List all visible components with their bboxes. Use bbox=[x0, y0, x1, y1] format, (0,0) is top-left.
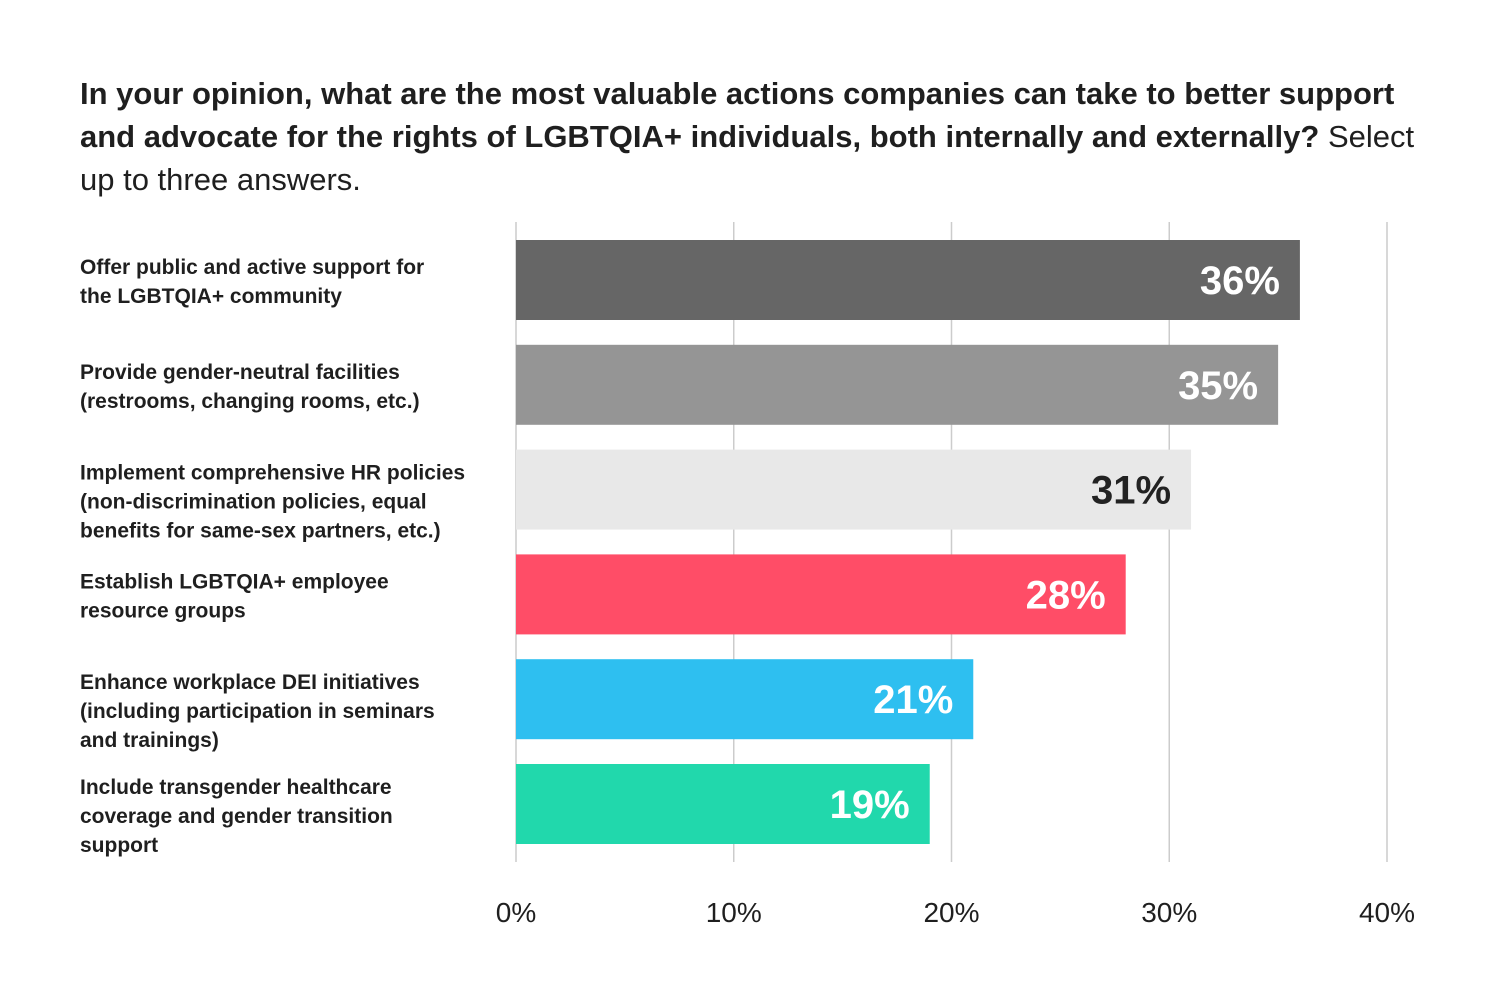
category-label: Offer public and active support for the L… bbox=[80, 256, 424, 308]
category-label-line: Include transgender healthcare bbox=[80, 776, 392, 799]
value-label: 35% bbox=[1178, 364, 1258, 408]
category-label-line: Offer public and active support for bbox=[80, 256, 424, 279]
category-label-line: resource groups bbox=[80, 599, 246, 622]
category-label: Provide gender-neutral facilities (restro… bbox=[80, 361, 420, 413]
category-label-line: (including participation in seminars bbox=[80, 700, 435, 723]
bar bbox=[516, 659, 974, 740]
bar bbox=[516, 240, 1300, 320]
category-label-line: Implement comprehensive HR policies bbox=[80, 462, 465, 485]
bar bbox=[516, 764, 930, 844]
x-tick-label: 10% bbox=[706, 897, 762, 928]
category-label-line: coverage and gender transition bbox=[80, 805, 393, 828]
x-tick-label: 0% bbox=[496, 897, 536, 928]
x-tick-label: 40% bbox=[1359, 897, 1415, 928]
value-label: 19% bbox=[830, 783, 910, 827]
x-axis-ticks: 0% 10% 20% 30% 40% bbox=[496, 897, 1415, 928]
value-label: 31% bbox=[1091, 469, 1171, 513]
category-label-line: Enhance workplace DEI initiatives bbox=[80, 671, 420, 694]
bar bbox=[516, 554, 1126, 635]
x-tick-label: 20% bbox=[923, 897, 979, 928]
value-label: 28% bbox=[1026, 573, 1106, 617]
category-label-line: Provide gender-neutral facilities bbox=[80, 361, 400, 384]
category-label: Establish LGBTQIA+ employee resource grou… bbox=[80, 570, 389, 622]
category-label: Enhance workplace DEI initiatives (includ… bbox=[80, 671, 435, 752]
category-label-line: support bbox=[80, 834, 158, 857]
category-label-line: Establish LGBTQIA+ employee bbox=[80, 570, 389, 593]
category-labels: Offer public and active support for the L… bbox=[80, 256, 465, 857]
value-label: 36% bbox=[1200, 259, 1280, 303]
category-label-line: the LGBTQIA+ community bbox=[80, 285, 342, 308]
value-label: 21% bbox=[873, 678, 953, 722]
category-label: Include transgender healthcare coverage a… bbox=[80, 776, 393, 857]
category-label-line: benefits for same-sex partners, etc.) bbox=[80, 520, 441, 543]
category-label: Implement comprehensive HR policies (non-… bbox=[80, 462, 465, 543]
gridlines bbox=[515, 222, 1388, 862]
chart-question: In your opinion, what are the most valua… bbox=[80, 76, 1395, 154]
bar bbox=[516, 344, 1279, 425]
category-label-line: and trainings) bbox=[80, 729, 219, 752]
bar bbox=[516, 449, 1192, 530]
bars: 36% 35% 31% 28% 21% 19% bbox=[516, 240, 1300, 844]
chart-title: In your opinion, what are the most valua… bbox=[80, 72, 1420, 201]
category-label-line: (restrooms, changing rooms, etc.) bbox=[80, 390, 420, 413]
chart-subtitle: Select up to three answers. bbox=[80, 119, 1415, 197]
category-label-line: (non-discrimination policies, equal bbox=[80, 491, 427, 514]
x-tick-label: 30% bbox=[1141, 897, 1197, 928]
